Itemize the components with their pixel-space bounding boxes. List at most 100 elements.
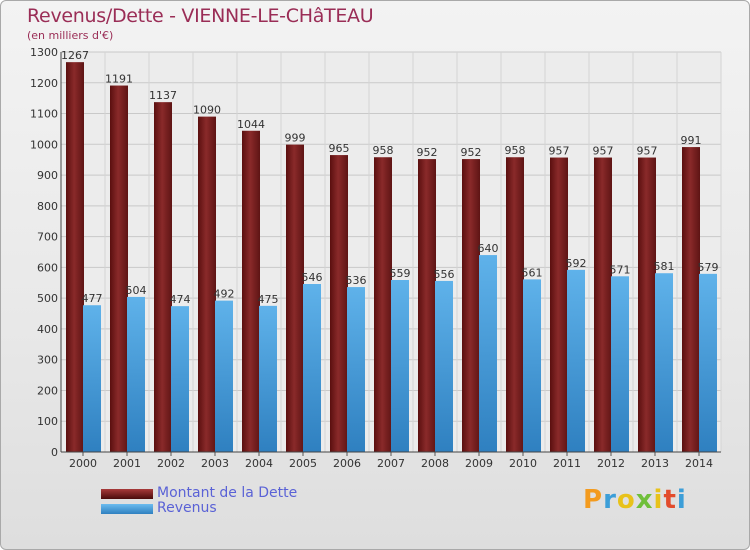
y-tick-label: 0: [51, 446, 58, 459]
bar-dette: [286, 144, 304, 452]
data-label-revenus: 571: [610, 263, 631, 276]
y-tick-label: 1200: [30, 77, 58, 90]
x-tick-label: 2000: [69, 457, 97, 470]
data-label-dette: 958: [505, 144, 526, 157]
bar-dette: [374, 157, 392, 452]
chart-subtitle: (en milliers d'€): [27, 29, 114, 42]
data-label-dette: 952: [417, 146, 438, 159]
y-tick-label: 1100: [30, 108, 58, 121]
y-tick-label: 1300: [30, 46, 58, 59]
logo-letter: o: [616, 485, 636, 515]
bar-revenus: [215, 300, 233, 452]
bar-dette: [418, 159, 436, 453]
bar-revenus: [655, 273, 673, 452]
data-label-revenus: 559: [390, 267, 411, 280]
logo-letter: x: [635, 485, 654, 515]
x-tick-label: 2013: [641, 457, 669, 470]
x-tick-label: 2011: [553, 457, 581, 470]
data-label-revenus: 592: [566, 257, 587, 270]
data-label-revenus: 492: [214, 288, 235, 301]
bar-dette: [110, 85, 128, 453]
data-label-revenus: 536: [346, 274, 367, 287]
legend-swatch-dette: [101, 489, 153, 499]
bar-revenus: [127, 296, 145, 452]
bar-revenus: [171, 306, 189, 452]
y-tick-label: 700: [37, 231, 58, 244]
bar-revenus: [567, 269, 585, 452]
logo-letter: t: [663, 485, 677, 515]
data-label-dette: 957: [637, 145, 658, 158]
data-label-dette: 957: [593, 145, 614, 158]
data-label-dette: 1137: [149, 89, 177, 102]
y-tick-label: 300: [37, 354, 58, 367]
data-label-revenus: 477: [82, 292, 103, 305]
bar-dette: [594, 157, 612, 453]
bar-dette: [242, 130, 260, 452]
data-label-dette: 1044: [237, 118, 265, 131]
bar-dette: [330, 155, 348, 453]
data-label-dette: 965: [329, 142, 350, 155]
bar-revenus: [83, 305, 101, 452]
bar-dette: [550, 157, 568, 453]
x-tick-label: 2012: [597, 457, 625, 470]
data-label-revenus: 581: [654, 260, 675, 273]
data-label-dette: 958: [373, 144, 394, 157]
bar-revenus: [391, 280, 409, 452]
data-label-revenus: 579: [698, 261, 719, 274]
x-tick-label: 2002: [157, 457, 185, 470]
data-label-revenus: 474: [170, 293, 191, 306]
data-label-dette: 1090: [193, 104, 221, 117]
bar-dette: [682, 147, 700, 453]
y-tick-label: 600: [37, 261, 58, 274]
legend-label-revenus: Revenus: [157, 500, 217, 516]
x-tick-label: 2008: [421, 457, 449, 470]
data-label-revenus: 640: [478, 242, 499, 255]
bar-revenus: [479, 255, 497, 452]
x-tick-label: 2006: [333, 457, 361, 470]
data-label-revenus: 504: [126, 284, 147, 297]
bar-dette: [462, 159, 480, 453]
bar-dette: [66, 62, 84, 453]
data-label-dette: 999: [285, 132, 306, 145]
data-label-revenus: 561: [522, 266, 543, 279]
y-tick-label: 400: [37, 323, 58, 336]
x-tick-label: 2009: [465, 457, 493, 470]
y-tick-label: 1000: [30, 138, 58, 151]
bar-revenus: [259, 305, 277, 452]
bar-dette: [638, 157, 656, 453]
bar-revenus: [611, 276, 629, 452]
bar-revenus: [523, 279, 541, 452]
x-tick-label: 2004: [245, 457, 273, 470]
logo-letter: i: [653, 485, 664, 515]
y-tick-label: 900: [37, 169, 58, 182]
data-label-dette: 957: [549, 145, 570, 158]
data-label-revenus: 556: [434, 268, 455, 281]
chart-title: Revenus/Dette - VIENNE-LE-CHâTEAU: [27, 5, 374, 27]
y-tick-label: 200: [37, 384, 58, 397]
x-tick-label: 2007: [377, 457, 405, 470]
x-tick-label: 2003: [201, 457, 229, 470]
legend-swatch-revenus: [101, 504, 153, 514]
x-tick-label: 2001: [113, 457, 141, 470]
bar-revenus: [347, 287, 365, 452]
bar-revenus: [699, 273, 717, 452]
bar-revenus: [303, 284, 321, 452]
data-label-revenus: 546: [302, 271, 323, 284]
logo-letter: P: [583, 485, 604, 515]
data-label-dette: 991: [681, 134, 702, 147]
x-tick-label: 2005: [289, 457, 317, 470]
bar-dette: [198, 116, 216, 452]
y-tick-label: 100: [37, 415, 58, 428]
y-tick-label: 800: [37, 200, 58, 213]
bar-dette: [506, 157, 524, 452]
data-label-revenus: 475: [258, 293, 279, 306]
data-label-dette: 1191: [105, 73, 133, 86]
x-tick-label: 2010: [509, 457, 537, 470]
data-label-dette: 952: [461, 146, 482, 159]
legend-label-dette: Montant de la Dette: [157, 485, 298, 501]
bar-revenus: [435, 280, 453, 452]
logo-letter: i: [676, 485, 687, 515]
logo-letter: r: [603, 485, 617, 515]
